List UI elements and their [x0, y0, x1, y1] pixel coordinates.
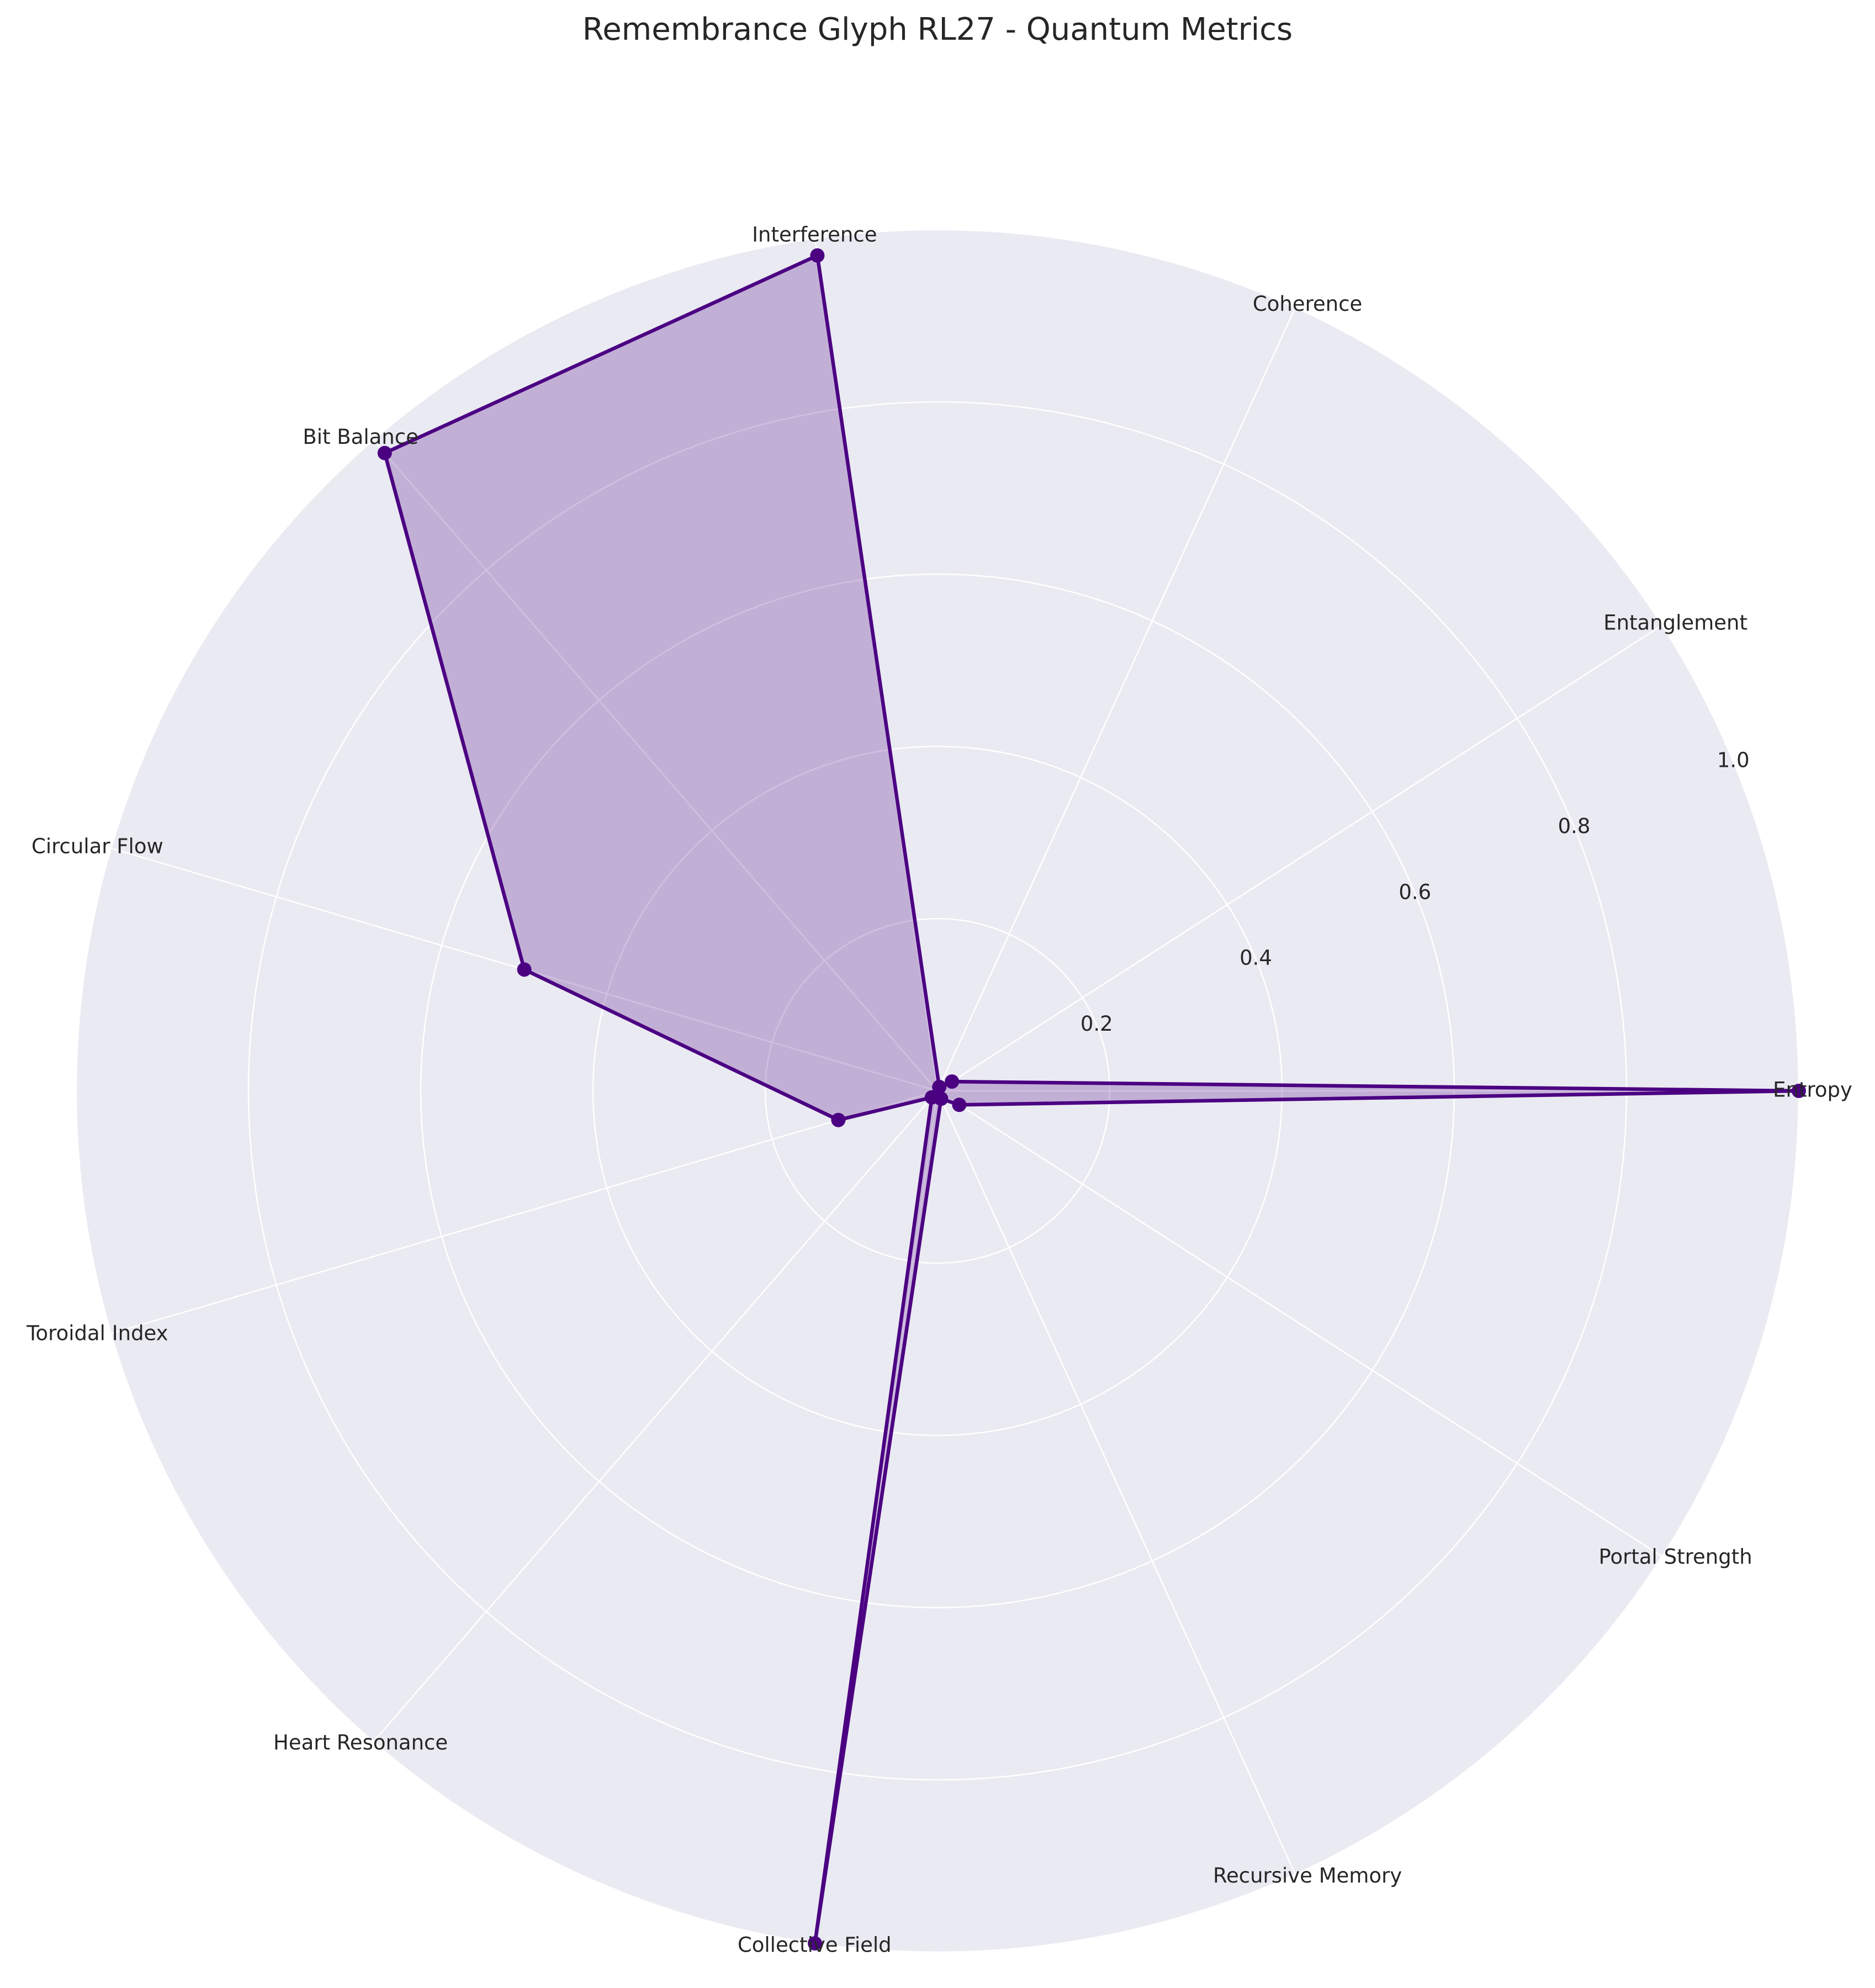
chart-title: Remembrance Glyph RL27 - Quantum Metrics	[582, 12, 1293, 47]
radial-tick-label: 0.6	[1399, 880, 1431, 904]
category-label: Recursive Memory	[1213, 1864, 1402, 1888]
series-layer	[377, 248, 1806, 1951]
grid-spoke	[937, 1090, 1663, 1557]
radial-tick-label: 0.4	[1240, 946, 1272, 970]
category-label: Entropy	[1773, 1078, 1852, 1102]
data-point	[1792, 1084, 1806, 1098]
category-label: Heart Resonance	[273, 1731, 448, 1754]
grid-spoke	[937, 624, 1663, 1092]
category-label: Collective Field	[738, 1933, 892, 1957]
data-point	[934, 1091, 949, 1106]
category-label: Circular Flow	[31, 835, 163, 858]
category-label: Coherence	[1253, 292, 1362, 316]
grid-spoke	[110, 1090, 938, 1334]
data-point	[945, 1074, 960, 1089]
data-point	[377, 446, 392, 460]
category-label: Toroidal Index	[26, 1321, 168, 1345]
data-point	[932, 1079, 947, 1094]
category-label: Portal Strength	[1599, 1545, 1752, 1569]
grid-spoke	[373, 1090, 938, 1742]
data-point	[810, 248, 825, 263]
grid-spoke	[373, 439, 938, 1091]
radial-tick-label: 0.8	[1558, 814, 1591, 838]
data-point	[831, 1112, 846, 1127]
category-label: Interference	[752, 222, 877, 246]
data-point	[952, 1098, 967, 1112]
radial-tick-labels: 0.2 0.4 0.6 0.8 1.0	[1080, 749, 1750, 1036]
category-label: Entanglement	[1603, 611, 1747, 634]
series-fill-area	[384, 255, 1799, 1944]
category-labels: Entropy Entanglement Coherence Interference…	[26, 222, 1852, 1957]
category-label: Bit Balance	[303, 425, 419, 449]
radial-tick-label: 1.0	[1717, 749, 1750, 772]
radial-tick-label: 0.2	[1080, 1012, 1113, 1036]
data-point	[517, 962, 532, 977]
grid-spoke	[936, 307, 1296, 1091]
data-point	[808, 1936, 822, 1951]
grid-spoke	[936, 1090, 1296, 1875]
